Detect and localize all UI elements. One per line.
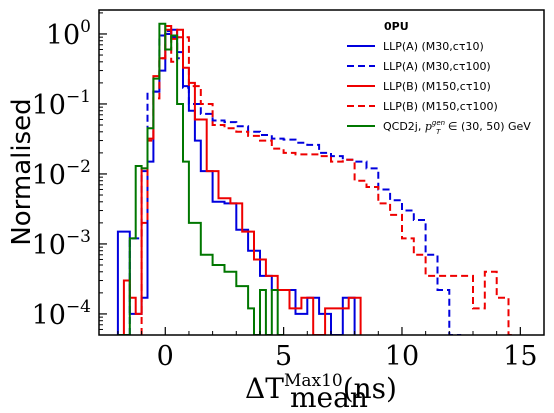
y-tick-label: 10−1 (32, 87, 91, 121)
x-axis-label-unit: (ns) (343, 372, 397, 405)
y-tick-label: 100 (46, 17, 91, 51)
x-axis-label-main: ΔT (245, 372, 284, 405)
x-tick-label: 10 (385, 341, 419, 372)
x-axis-label: ΔTMax10(ns) (245, 371, 397, 405)
legend-label-5: QCD2j, pgen T ∈ (30, 50) GeV (383, 119, 531, 136)
plot-frame (98, 9, 545, 336)
legend-label-4: LLP(B) (M150,cτ100) (383, 100, 498, 113)
x-axis: 0 5 10 15 (117, 327, 538, 372)
x-tick-label: 5 (275, 341, 292, 372)
y-axis-label: Normalised (7, 98, 37, 245)
series-4-line (140, 28, 515, 335)
x-tick-label: 0 (157, 341, 174, 372)
y-axis: 10−4 10−3 10−2 10−1 100 (32, 12, 107, 336)
legend-label-2: LLP(A) (M30,cτ100) (383, 60, 491, 73)
legend-label-1: LLP(A) (M30,cτ10) (383, 40, 484, 53)
x-axis-label-sub: mean (290, 381, 368, 413)
series-2-line (128, 30, 462, 335)
legend-title: 0PU (384, 20, 409, 33)
y-tick-label: 10−4 (32, 297, 91, 331)
y-tick-label: 10−2 (32, 157, 91, 191)
x-tick-label: 15 (503, 341, 537, 372)
legend: 0PU LLP(A) (M30,cτ10) LLP(A) (M30,cτ100) L… (347, 20, 531, 136)
x-axis-label-sup: Max10 (284, 371, 343, 391)
y-tick-label: 10−3 (32, 227, 91, 261)
series-5-line (117, 22, 284, 335)
legend-label-3: LLP(B) (M150,cτ10) (383, 80, 491, 93)
plot-area (116, 22, 515, 335)
